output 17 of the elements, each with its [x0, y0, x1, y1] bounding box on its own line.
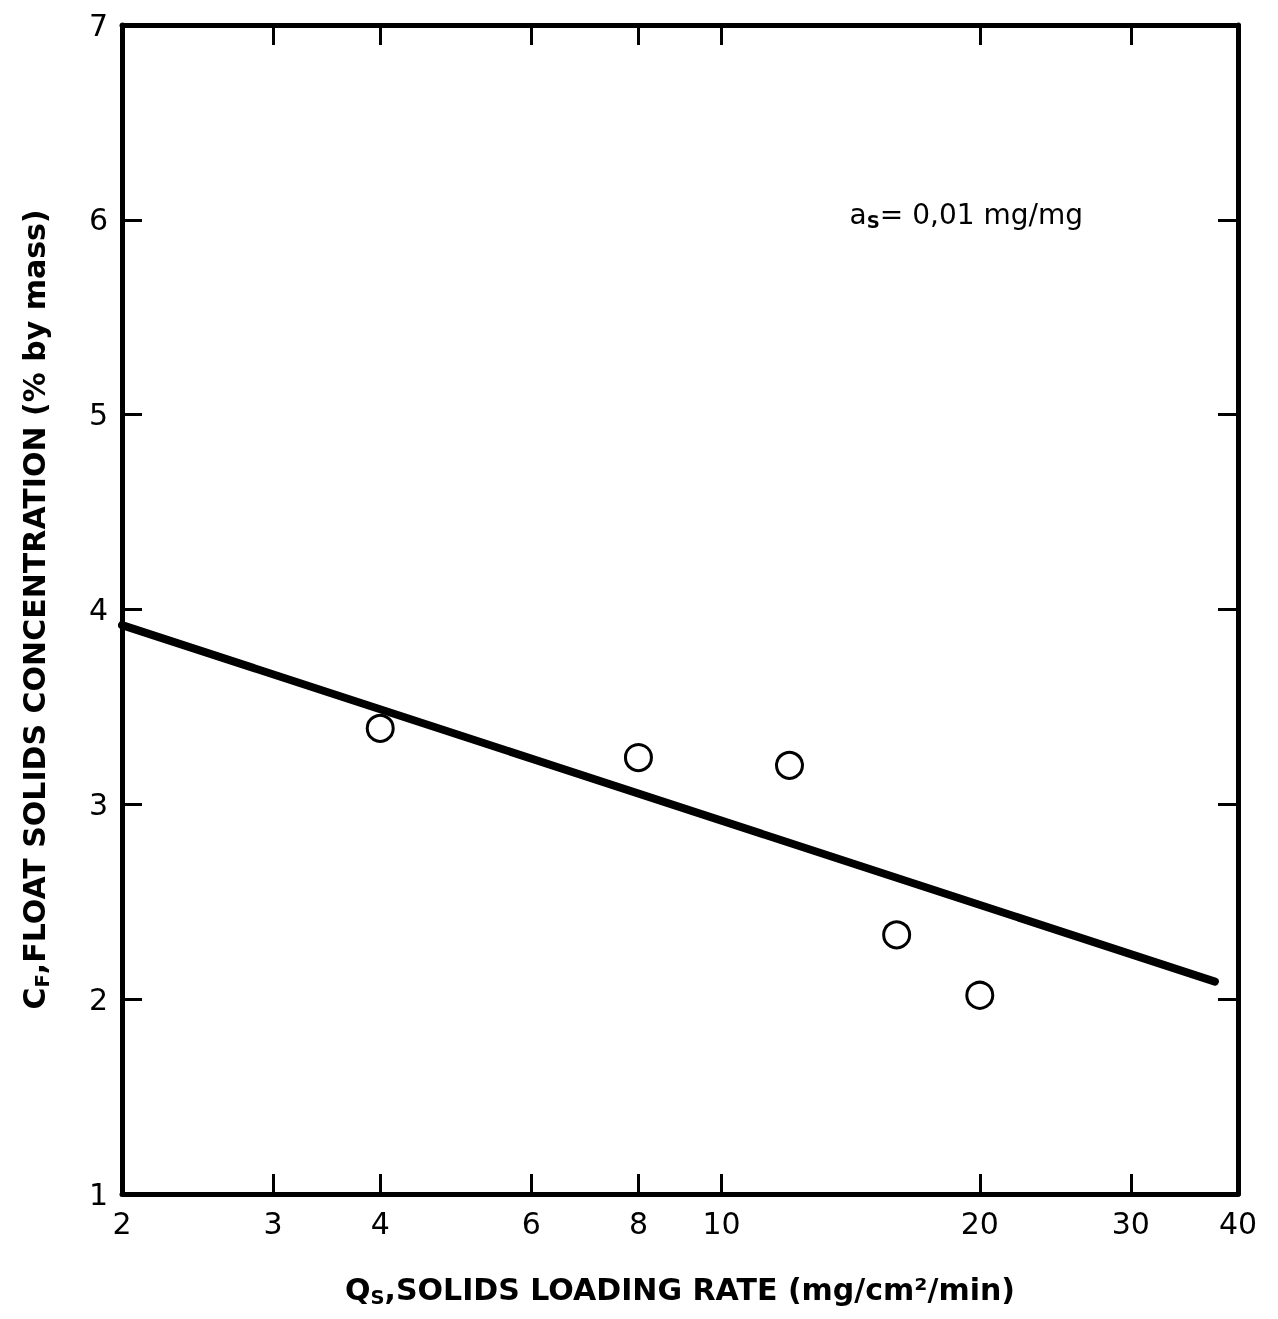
- y-tick-label: 3: [88, 786, 108, 822]
- y-tick-label: 1: [88, 1176, 108, 1212]
- x-tick-label: 8: [628, 1205, 648, 1241]
- x-tick-label: 40: [1218, 1205, 1258, 1241]
- x-tick-label: 3: [263, 1205, 283, 1241]
- y-axis-title: CF,FLOAT SOLIDS CONCENTRATION (% by mass): [17, 209, 54, 1010]
- x-tick-label: 2: [112, 1205, 132, 1241]
- x-tick-label: 10: [702, 1205, 741, 1241]
- y-tick-label: 7: [88, 7, 108, 43]
- x-tick-label: 30: [1111, 1205, 1150, 1241]
- y-tick-label: 4: [88, 592, 108, 627]
- x-tick-label: 20: [960, 1205, 999, 1241]
- y-tick-label: 6: [88, 202, 108, 238]
- x-tick-label: 6: [521, 1205, 541, 1241]
- y-tick-label: 2: [88, 981, 108, 1017]
- x-tick-label: 4: [370, 1205, 390, 1241]
- y-tick-label: 5: [88, 397, 108, 433]
